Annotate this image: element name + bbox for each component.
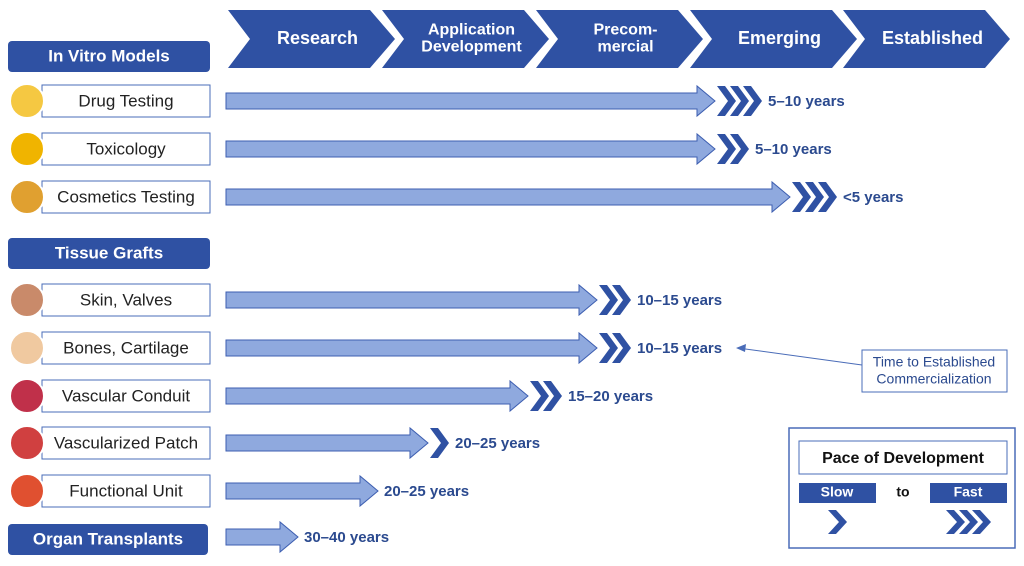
pace-chevron	[972, 510, 991, 534]
pace-chevron	[599, 285, 618, 315]
group-title: Organ Transplants	[33, 529, 183, 548]
group-header	[8, 41, 210, 72]
legend-title: Pace of Development	[822, 450, 985, 467]
legend-to: to	[896, 484, 909, 500]
time-label: 10–15 years	[637, 292, 722, 309]
item-label: Vascularized Patch	[54, 433, 198, 452]
time-arrow	[225, 520, 299, 554]
item-label: Functional Unit	[69, 481, 183, 500]
legend-title-box	[798, 440, 1008, 475]
legend-slow-box	[799, 483, 876, 503]
legend-slow: Slow	[821, 484, 854, 500]
item-box	[41, 426, 211, 460]
item-label: Toxicology	[86, 139, 166, 158]
stage-label: mercial	[597, 39, 653, 56]
stage-chevron	[690, 10, 857, 68]
stage-chevron	[536, 10, 703, 68]
item-icon	[9, 425, 45, 461]
group-title: In Vitro Models	[48, 46, 170, 65]
annotation-text: Time to Established	[873, 354, 995, 370]
stage-chevron	[228, 10, 395, 68]
pace-chevron	[599, 333, 618, 363]
item-icon	[9, 131, 45, 167]
pace-chevron	[792, 182, 811, 212]
annotation-head	[736, 344, 746, 352]
pace-chevron	[717, 134, 736, 164]
annotation-pointer	[737, 347, 863, 366]
pace-chevron	[717, 86, 736, 116]
item-box	[41, 180, 211, 214]
stage-label: Established	[882, 28, 983, 48]
item-label: Vascular Conduit	[62, 386, 190, 405]
time-label: <5 years	[843, 189, 903, 206]
item-box	[41, 474, 211, 508]
annotation-text: Commercialization	[876, 371, 991, 387]
item-box	[41, 84, 211, 118]
item-icon	[9, 473, 45, 509]
item-label: Cosmetics Testing	[57, 187, 195, 206]
time-arrow	[225, 331, 598, 365]
group-header	[8, 524, 208, 555]
time-arrow	[225, 426, 429, 460]
pace-chevron	[430, 428, 449, 458]
group-header	[8, 238, 210, 269]
legend-fast: Fast	[954, 484, 983, 500]
time-label: 5–10 years	[768, 93, 845, 110]
pace-chevron	[612, 285, 631, 315]
item-label: Skin, Valves	[80, 290, 172, 309]
time-label: 20–25 years	[384, 483, 469, 500]
time-label: 5–10 years	[755, 141, 832, 158]
item-icon	[9, 83, 45, 119]
legend-fast-box	[930, 483, 1007, 503]
stage-label: Precom-	[593, 22, 657, 39]
time-arrow	[225, 84, 716, 118]
pace-chevron	[818, 182, 837, 212]
time-arrow	[225, 283, 598, 317]
pace-chevron	[730, 86, 749, 116]
item-icon	[9, 282, 45, 318]
pace-chevron	[959, 510, 978, 534]
pace-chevron	[530, 381, 549, 411]
item-label: Bones, Cartilage	[63, 338, 189, 357]
stage-label: Research	[277, 28, 358, 48]
pace-chevron	[612, 333, 631, 363]
pace-chevron	[805, 182, 824, 212]
time-arrow	[225, 379, 529, 413]
time-label: 30–40 years	[304, 529, 389, 546]
pace-chevron	[743, 86, 762, 116]
item-box	[41, 331, 211, 365]
time-arrow	[225, 180, 791, 214]
time-arrow	[225, 132, 716, 166]
stage-label: Development	[421, 39, 522, 56]
pace-chevron	[946, 510, 965, 534]
stage-chevron	[382, 10, 549, 68]
stage-chevron	[843, 10, 1010, 68]
item-icon	[9, 330, 45, 366]
stage-label: Emerging	[738, 28, 821, 48]
pace-chevron	[828, 510, 847, 534]
pace-chevron	[730, 134, 749, 164]
item-icon	[9, 378, 45, 414]
stage-label: Application	[428, 22, 515, 39]
time-label: 10–15 years	[637, 340, 722, 357]
time-arrow	[225, 474, 379, 508]
time-label: 15–20 years	[568, 388, 653, 405]
time-label: 20–25 years	[455, 435, 540, 452]
group-title: Tissue Grafts	[55, 243, 163, 262]
item-icon	[9, 179, 45, 215]
item-label: Drug Testing	[78, 91, 173, 110]
pace-chevron	[543, 381, 562, 411]
annotation-box	[861, 349, 1008, 393]
